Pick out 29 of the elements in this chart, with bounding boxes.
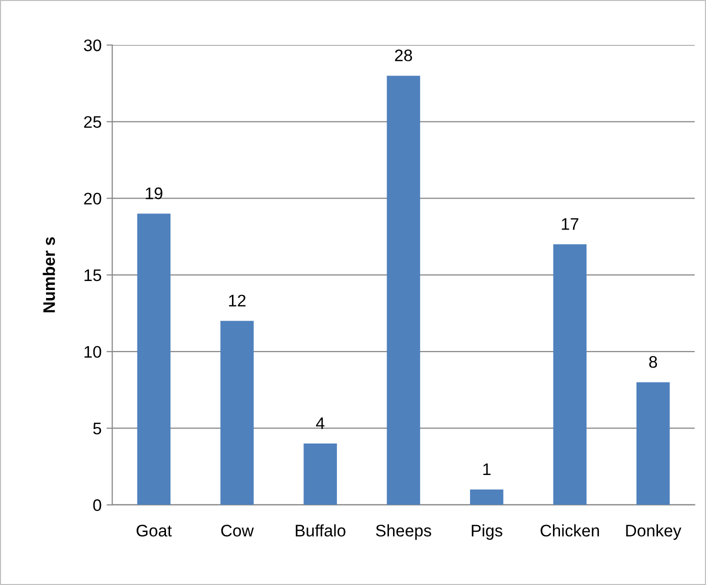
bar <box>470 490 504 505</box>
bar <box>304 444 337 505</box>
x-tick-label: Chicken <box>540 524 599 537</box>
x-tick-label: Buffalo <box>296 524 346 537</box>
y-tick-label: 0 <box>93 499 102 512</box>
x-tick-label: Sheeps <box>376 524 432 540</box>
x-tick-label: Goat <box>136 524 172 537</box>
bar <box>553 244 587 505</box>
data-label: 17 <box>562 218 578 230</box>
x-tick-label: Cow <box>221 524 254 537</box>
data-label: 28 <box>395 49 412 62</box>
data-label: 19 <box>146 187 162 200</box>
y-tick-label: 5 <box>93 422 102 434</box>
y-axis-title: Number s <box>42 237 56 312</box>
y-tick-label: 25 <box>84 116 102 128</box>
bar <box>137 214 170 505</box>
bar <box>220 320 254 505</box>
data-label: 8 <box>649 356 658 368</box>
bar <box>386 76 420 505</box>
y-tick-label: 20 <box>84 192 102 205</box>
data-label: 12 <box>229 294 246 306</box>
data-label: 1 <box>483 463 491 475</box>
y-tick-label: 15 <box>84 270 102 282</box>
x-tick-label: Donkey <box>626 524 682 540</box>
y-tick-label: 30 <box>84 39 102 52</box>
bar <box>636 382 670 505</box>
data-label: 4 <box>316 418 324 429</box>
x-tick-label: Pigs <box>472 524 502 540</box>
y-tick-label: 10 <box>84 346 102 358</box>
